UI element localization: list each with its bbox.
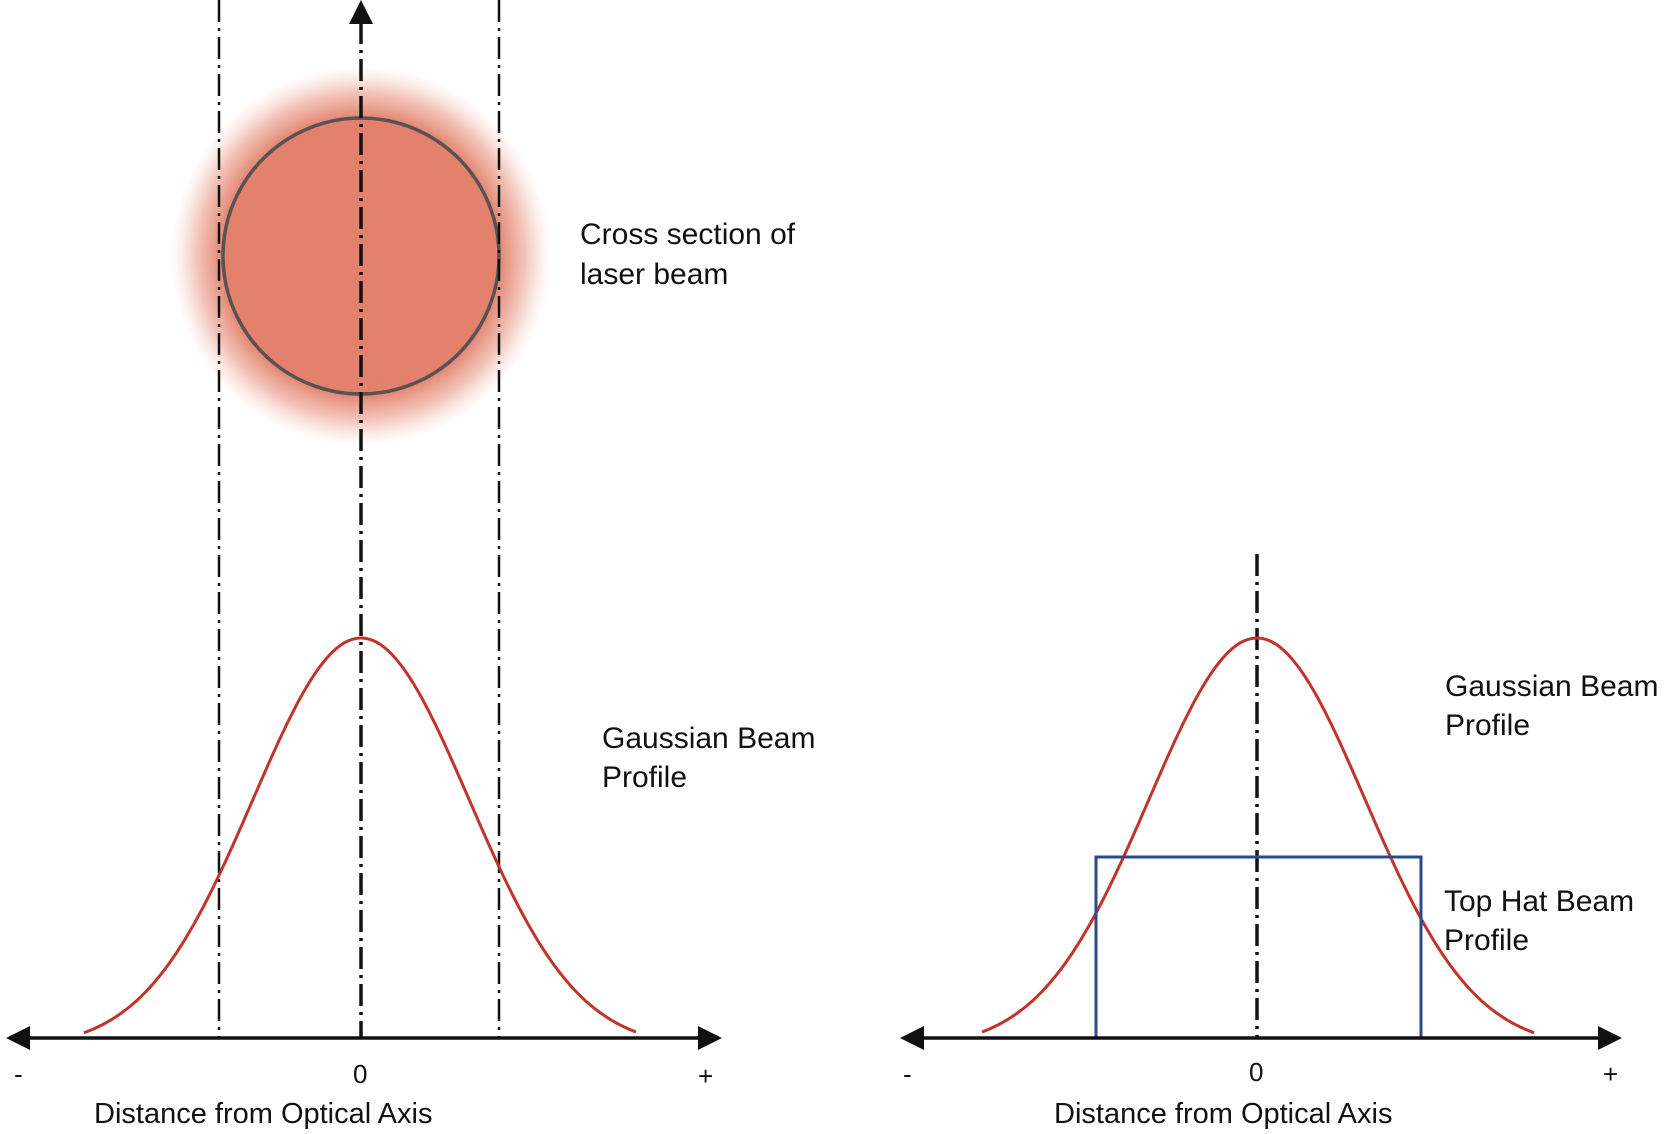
axis-arrowhead-left bbox=[900, 1026, 924, 1050]
left-panel: Cross section of laser beam Gaussian Bea… bbox=[6, 0, 815, 1130]
axis-arrowhead-right bbox=[1598, 1026, 1622, 1050]
tick-zero: 0 bbox=[353, 1059, 367, 1089]
gaussian-label-line1: Gaussian Beam bbox=[1445, 670, 1658, 703]
optical-axis-arrowhead bbox=[349, 0, 373, 24]
gaussian-label-line1: Gaussian Beam bbox=[602, 722, 815, 755]
gaussian-label-line2: Profile bbox=[602, 761, 687, 794]
tick-plus: + bbox=[1603, 1059, 1618, 1089]
tick-plus: + bbox=[698, 1061, 713, 1091]
gaussian-curve bbox=[83, 636, 637, 1035]
axis-title: Distance from Optical Axis bbox=[1054, 1098, 1392, 1129]
gaussian-curve bbox=[981, 636, 1535, 1035]
top-hat-profile bbox=[1094, 855, 1423, 1038]
cross-section-label-line2: laser beam bbox=[580, 258, 728, 291]
gaussian-label-line2: Profile bbox=[1445, 709, 1530, 742]
axis-arrowhead-left bbox=[6, 1026, 30, 1050]
tick-zero: 0 bbox=[1249, 1057, 1263, 1087]
right-panel: Gaussian Beam Profile Top Hat Beam Profi… bbox=[900, 554, 1658, 1130]
tophat-label-line1: Top Hat Beam bbox=[1444, 885, 1634, 918]
axis-title: Distance from Optical Axis bbox=[94, 1098, 432, 1129]
axis-arrowhead-right bbox=[698, 1026, 722, 1050]
cross-section-label-line1: Cross section of bbox=[580, 218, 796, 251]
tick-minus: - bbox=[14, 1059, 23, 1089]
tophat-label-line2: Profile bbox=[1444, 924, 1529, 957]
tick-minus: - bbox=[903, 1059, 912, 1089]
